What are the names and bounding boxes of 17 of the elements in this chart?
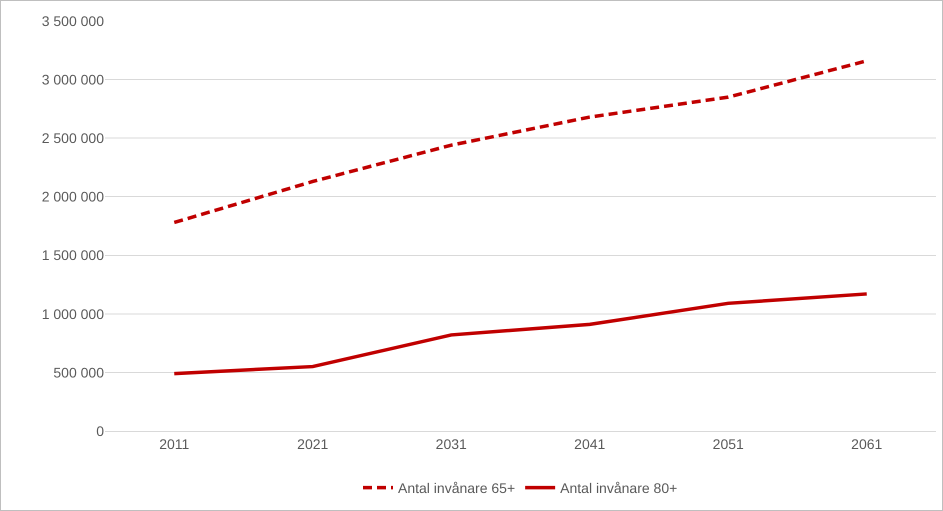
y-tick-label: 0 [96,422,104,439]
x-tick-label: 2041 [574,436,606,452]
y-tick-label: 2 000 000 [42,188,104,205]
y-tick-label: 3 500 000 [42,12,104,29]
legend-label: Antal invånare 80+ [560,480,678,496]
x-tick-label: 2051 [712,436,744,452]
x-tick-label: 2011 [159,436,190,452]
line-series [172,292,868,376]
legend-label: Antal invånare 65+ [398,480,516,496]
x-tick-label: 2031 [436,436,468,452]
y-tick-label: 1 500 000 [42,247,104,264]
x-tick-label: 2021 [297,436,329,452]
y-tick-label: 3 000 000 [42,71,104,88]
x-tick-label: 2061 [851,436,883,452]
y-tick-label: 2 500 000 [42,130,104,146]
y-tick-label: 1 000 000 [42,306,104,322]
y-tick-label: 500 000 [53,364,104,380]
